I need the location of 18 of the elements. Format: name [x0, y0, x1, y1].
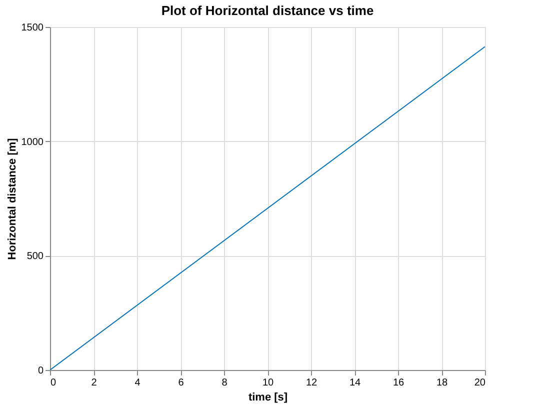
x-tick-label: 18	[436, 378, 448, 388]
y-tick-label: 0	[38, 366, 44, 376]
y-tick-label: 500	[26, 251, 44, 262]
x-tick-label: 6	[178, 378, 184, 388]
y-axis-title: Horizontal distance [m]	[6, 138, 18, 260]
x-tick-label: 12	[306, 378, 318, 388]
x-tick-label: 10	[262, 378, 274, 388]
x-tick-label: 20	[474, 378, 486, 388]
x-tick-label: 2	[91, 378, 98, 388]
x-tick-label: 16	[392, 378, 404, 388]
x-axis-title: time [s]	[248, 392, 288, 404]
y-tick-label: 1000	[21, 136, 44, 148]
x-tick-label: 14	[349, 378, 361, 388]
chart-title: Plot of Horizontal distance vs time	[161, 3, 374, 18]
x-tick-label: 0	[50, 378, 56, 388]
y-tick-label: 1500	[21, 22, 44, 34]
x-tick-label: 4	[134, 378, 141, 388]
x-tick-label: 8	[222, 378, 228, 388]
